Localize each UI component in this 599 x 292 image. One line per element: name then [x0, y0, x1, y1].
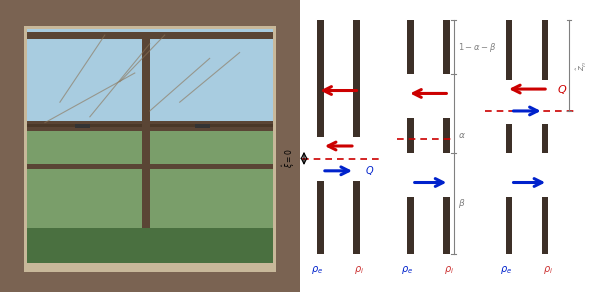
Bar: [27, 164, 273, 169]
Bar: [353, 181, 359, 254]
Bar: [506, 124, 513, 153]
Text: $\rho_e$: $\rho_e$: [500, 264, 512, 276]
Bar: [27, 121, 273, 131]
Text: $Q$: $Q$: [557, 83, 567, 95]
Bar: [27, 123, 273, 239]
Text: $\rho_e$: $\rho_e$: [401, 264, 413, 276]
Bar: [541, 197, 549, 254]
Bar: [443, 20, 449, 74]
Bar: [353, 20, 359, 137]
Bar: [195, 124, 210, 128]
Bar: [27, 239, 273, 263]
Bar: [407, 197, 413, 254]
Bar: [407, 118, 413, 153]
Bar: [0, 272, 300, 292]
Bar: [143, 35, 150, 239]
Text: $1-\alpha-\beta$: $1-\alpha-\beta$: [458, 41, 497, 54]
Bar: [407, 20, 413, 74]
Text: $Q$: $Q$: [365, 164, 374, 177]
Bar: [541, 20, 549, 80]
Bar: [27, 124, 273, 127]
Bar: [443, 197, 449, 254]
Bar: [317, 20, 323, 137]
Bar: [27, 29, 273, 123]
Text: $\alpha$: $\alpha$: [458, 131, 466, 140]
Bar: [506, 20, 513, 80]
Bar: [541, 124, 549, 153]
Bar: [276, 26, 300, 272]
Bar: [317, 181, 323, 254]
Text: $\hat{\xi}=0$: $\hat{\xi}=0$: [280, 148, 297, 168]
Text: $\rho_i$: $\rho_i$: [355, 264, 364, 276]
Bar: [0, 0, 300, 26]
Bar: [0, 26, 24, 272]
Text: $\rho_i$: $\rho_i$: [444, 264, 454, 276]
Bar: [75, 124, 90, 128]
Text: $\hat{z}_n$: $\hat{z}_n$: [575, 60, 589, 71]
Bar: [506, 197, 513, 254]
Bar: [27, 32, 273, 39]
Text: $\beta$: $\beta$: [458, 197, 465, 210]
Text: $\rho_i$: $\rho_i$: [543, 264, 553, 276]
Bar: [27, 228, 273, 263]
Text: $\rho_e$: $\rho_e$: [311, 264, 323, 276]
Bar: [443, 118, 449, 153]
